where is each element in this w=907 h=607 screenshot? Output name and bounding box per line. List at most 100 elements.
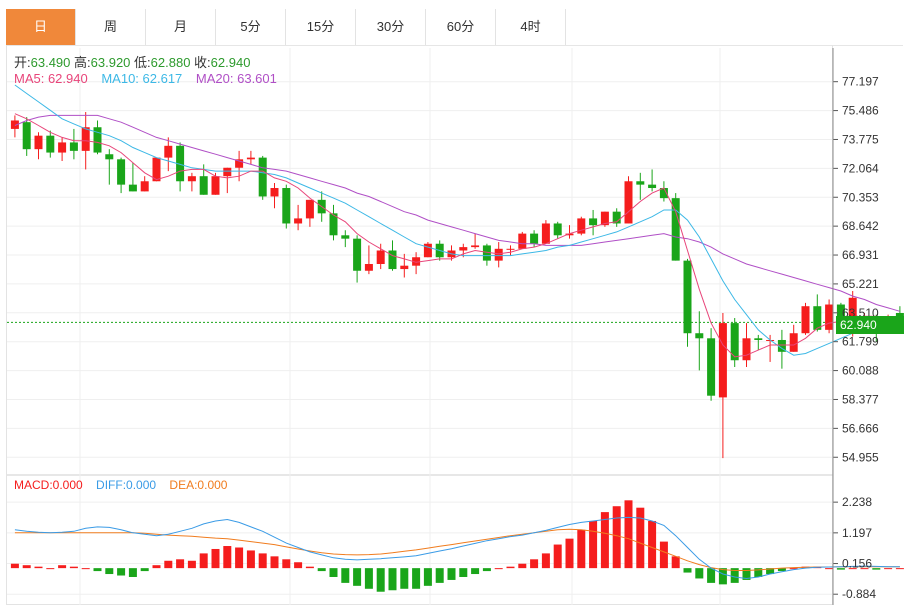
candle-body — [187, 176, 196, 182]
macd-bar — [164, 560, 173, 569]
candle-body — [400, 265, 409, 270]
macd-bar — [777, 568, 786, 572]
ma20-line — [14, 114, 901, 312]
macd-bar — [69, 566, 78, 569]
candle-body — [235, 159, 244, 168]
macd-bar — [223, 546, 232, 569]
macd-bar — [530, 559, 539, 569]
candle-body — [258, 157, 267, 197]
candle-body — [412, 257, 421, 266]
macd-bar — [105, 568, 114, 575]
macd-bar — [447, 568, 456, 580]
candle-body — [305, 199, 314, 219]
candle-body — [648, 184, 657, 189]
price-tick-label: 65.221 — [842, 277, 879, 291]
macd-bar — [895, 568, 904, 570]
macd-bar — [730, 568, 739, 583]
macd-bar — [258, 553, 267, 569]
price-tick-label: 56.666 — [842, 421, 879, 435]
macd-bar — [423, 568, 432, 586]
macd-bar — [400, 568, 409, 589]
macd-bar — [718, 568, 727, 585]
candle-body — [376, 250, 385, 264]
price-tick-label: 68.642 — [842, 219, 879, 233]
tab-30min[interactable]: 30分 — [356, 9, 426, 45]
tab-week[interactable]: 周 — [76, 9, 146, 45]
diff-value: DIFF:0.000 — [96, 478, 157, 492]
candle-body — [518, 233, 527, 249]
candle-body — [140, 181, 149, 192]
macd-bar — [825, 568, 834, 570]
ma20-legend: MA20: 63.601 — [195, 71, 277, 86]
candle-body — [801, 306, 810, 334]
tab-4hour[interactable]: 4时 — [496, 9, 566, 45]
candle-body — [577, 218, 586, 234]
dea-value: DEA:0.000 — [169, 478, 228, 492]
tab-5min[interactable]: 5分 — [216, 9, 286, 45]
candle-body — [695, 333, 704, 339]
macd-bar — [683, 568, 692, 573]
ma5-legend: MA5: 62.940 — [14, 71, 88, 86]
ma10-legend: MA10: 62.617 — [101, 71, 183, 86]
macd-bar — [294, 562, 303, 569]
candle-body — [341, 235, 350, 239]
candle-body — [270, 188, 279, 197]
price-tick-label: 75.486 — [842, 104, 879, 118]
tab-day[interactable]: 日 — [6, 9, 76, 45]
macd-bar — [789, 568, 798, 570]
macd-bar — [836, 568, 845, 570]
macd-tick-label: 1.197 — [842, 526, 872, 540]
macd-bar — [317, 568, 326, 572]
tab-60min[interactable]: 60分 — [426, 9, 496, 45]
candle-body — [294, 218, 303, 224]
macd-bar — [199, 553, 208, 569]
candle-body — [636, 181, 645, 185]
tab-15min[interactable]: 15分 — [286, 9, 356, 45]
ma-legend: MA5: 62.940 MA10: 62.617 MA20: 63.601 — [14, 71, 287, 86]
macd-bar — [81, 568, 90, 570]
macd-bar — [246, 550, 255, 569]
macd-bar — [376, 568, 385, 592]
candle-body — [683, 260, 692, 334]
candle-body — [34, 135, 43, 150]
macd-bar — [435, 568, 444, 583]
candle-body — [46, 135, 55, 153]
candle-body — [506, 248, 515, 250]
candle-body — [742, 338, 751, 361]
candle-body — [329, 213, 338, 236]
macd-bar — [364, 568, 373, 589]
macd-bar — [612, 506, 621, 569]
candle-body — [707, 338, 716, 396]
candle-body — [730, 323, 739, 361]
diff-line — [14, 516, 900, 580]
candle-body — [105, 154, 114, 160]
price-tick-label: 66.931 — [842, 248, 879, 262]
candle-body — [246, 157, 255, 160]
price-tick-label: 72.064 — [842, 161, 879, 175]
high-label: 高: — [74, 55, 91, 70]
macd-bar — [10, 563, 19, 569]
macd-bar — [187, 560, 196, 569]
candle-body — [494, 248, 503, 261]
macd-bar — [860, 568, 869, 570]
macd-legend: MACD:0.000 DIFF:0.000 DEA:0.000 — [14, 478, 237, 492]
macd-bar — [459, 568, 468, 577]
open-label: 开: — [14, 55, 31, 70]
price-tick-label: 60.088 — [842, 364, 879, 378]
macd-bar — [34, 566, 43, 569]
macd-bar — [152, 565, 161, 569]
macd-bar — [22, 565, 31, 569]
macd-bar — [270, 556, 279, 569]
close-label: 收: — [194, 55, 211, 70]
tab-month[interactable]: 月 — [146, 9, 216, 45]
candle-body — [671, 198, 680, 261]
price-tick-label: 54.955 — [842, 450, 879, 464]
price-tick-label: 73.775 — [842, 132, 879, 146]
macd-bar — [58, 565, 67, 569]
candle-body — [813, 306, 822, 330]
candle-body — [10, 120, 19, 129]
candle-body — [93, 127, 102, 153]
macd-bar — [494, 568, 503, 570]
macd-bar — [624, 500, 633, 569]
